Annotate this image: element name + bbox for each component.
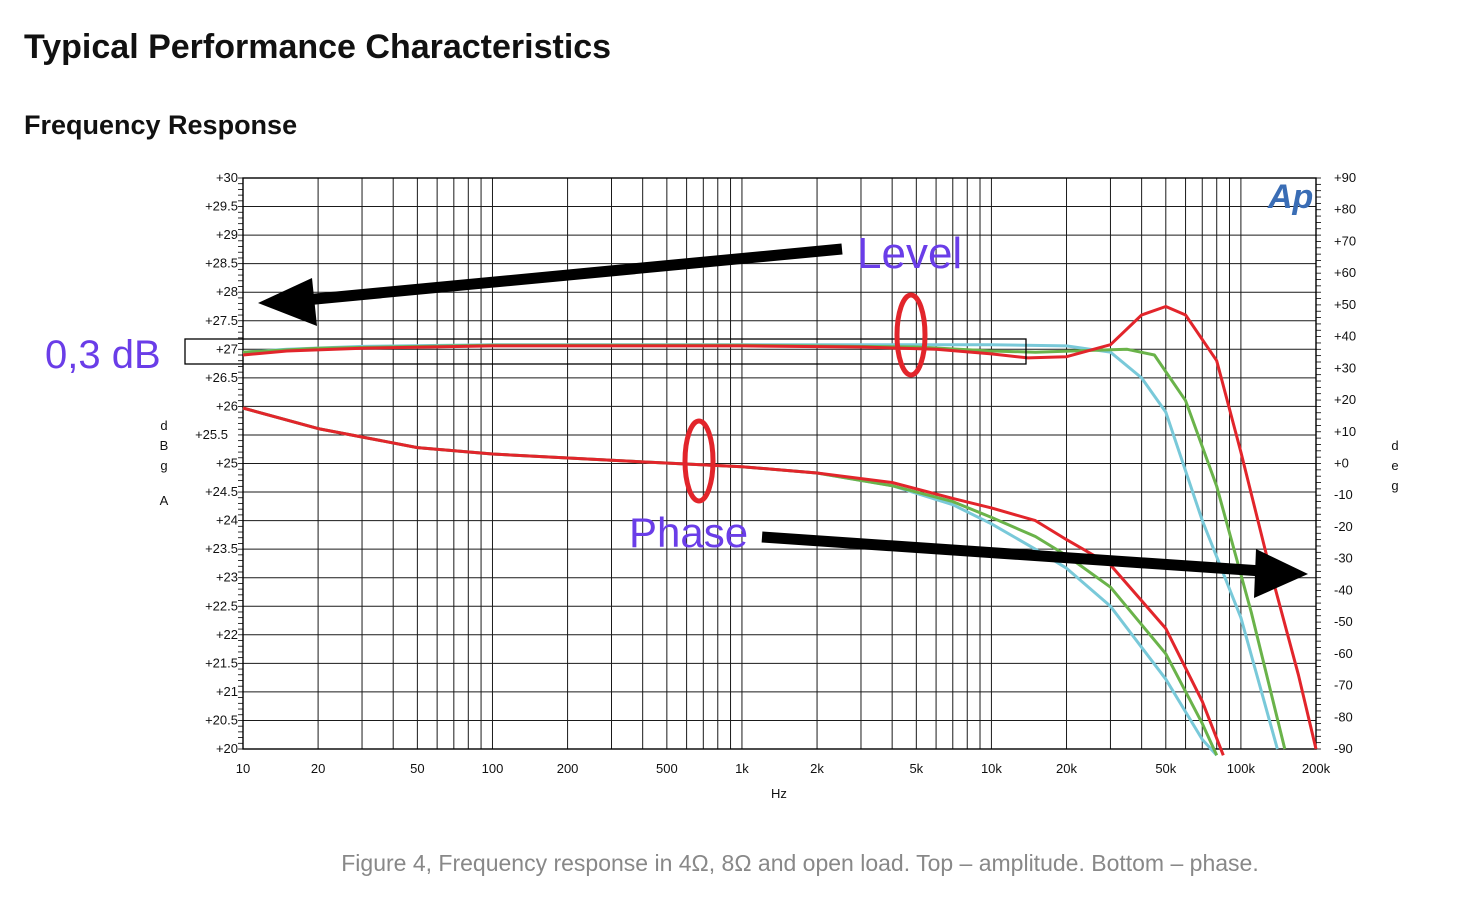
section-title: Typical Performance Characteristics (24, 28, 612, 66)
y-tick-label-right: +60 (1334, 265, 1356, 280)
y-tick-label-right: +10 (1334, 424, 1356, 439)
y-tick-label-left: +21 (216, 684, 238, 699)
y-tick-label-right: +70 (1334, 233, 1356, 248)
y-tick-label-left: +29 (216, 227, 238, 242)
y-tick-label-left: +27 (216, 341, 238, 356)
level-marker-ellipse (894, 292, 928, 378)
y-tick-label-left: +20 (216, 741, 238, 756)
y-tick-label-left: +23.5 (205, 541, 238, 556)
y-tick-label-left: +28 (216, 284, 238, 299)
phase-curve-green (242, 406, 1219, 756)
tolerance-band-box (184, 338, 1027, 365)
x-tick-label: 10k (981, 761, 1002, 776)
y-tick-label-right: +80 (1334, 202, 1356, 217)
y-tick-label-left: +22.5 (205, 598, 238, 613)
x-tick-label: 50k (1155, 761, 1176, 776)
x-axis-ticks: 10 20 50 100 200 500 1k 2k 5k 10k 20k 50k 100k 200k (236, 761, 1331, 776)
level-curve-red (242, 305, 1318, 750)
y-tick-label-left: +25.5 (195, 427, 228, 442)
y-axis-label-letter: A (160, 493, 169, 508)
y-tick-label-left: +28.5 (205, 256, 238, 271)
level-curve-cyan (242, 343, 1279, 750)
phase-arrow-head (1254, 549, 1308, 598)
y-axis-label-letter-right: d (1391, 438, 1398, 453)
x-tick-label: 2k (810, 761, 824, 776)
y-axis-label-letter: g (160, 458, 167, 473)
y-tick-label-left: +26.5 (205, 370, 238, 385)
level-curve-green (242, 343, 1287, 750)
y-tick-label-left: +22 (216, 627, 238, 642)
y-tick-label-left: +23 (216, 570, 238, 585)
y-tick-label-right: +30 (1334, 360, 1356, 375)
x-tick-label: 10 (236, 761, 250, 776)
y-tick-label-right: +20 (1334, 392, 1356, 407)
y-tick-label-right: -70 (1334, 678, 1353, 693)
y-axis-label-left: dBg A (160, 418, 169, 508)
level-arrow-head (258, 278, 317, 326)
y-tick-label-right: +50 (1334, 297, 1356, 312)
tolerance-band-annotation: 0,3 dB (45, 333, 161, 377)
x-tick-label: 20k (1056, 761, 1077, 776)
y-tick-label-left: +30 (216, 170, 238, 185)
x-tick-label: 200 (557, 761, 579, 776)
y-tick-label-left: +25 (216, 456, 238, 471)
x-tick-label: 1k (735, 761, 749, 776)
y-tick-label-right: -30 (1334, 551, 1353, 566)
left-axis-ticks: +30 +29.5 +29 +28.5 +28 +27.5 +27 +26.5 +26 +25.5… (195, 170, 243, 756)
y-tick-label-right: -20 (1334, 519, 1353, 534)
x-tick-label: 5k (909, 761, 923, 776)
level-curves (242, 305, 1318, 750)
y-axis-label-letter-right: e (1391, 458, 1398, 473)
y-tick-label-right: +90 (1334, 170, 1356, 185)
right-axis-ticks: +90 +80 +70 +60 +50 +40 +30 +20 +10 +0 -10 -20 -30 -4… (1316, 170, 1356, 756)
y-tick-label-right: -80 (1334, 709, 1353, 724)
y-axis-label-letter: B (160, 438, 169, 453)
y-tick-label-right: +0 (1334, 456, 1349, 471)
phase-annotation: Phase (629, 509, 748, 556)
y-axis-label-right: deg (1391, 438, 1398, 493)
x-tick-label: 500 (656, 761, 678, 776)
y-axis-label-letter-right: g (1391, 478, 1398, 493)
chart-subtitle: Frequency Response (24, 110, 298, 140)
y-tick-label-right: -40 (1334, 582, 1353, 597)
y-tick-label-left: +20.5 (205, 712, 238, 727)
phase-curve-red (242, 406, 1225, 756)
x-tick-label: 100 (482, 761, 504, 776)
x-tick-label: 20 (311, 761, 325, 776)
y-tick-label-right: -10 (1334, 487, 1353, 502)
y-tick-label-right: +40 (1334, 329, 1356, 344)
x-tick-label: 200k (1302, 761, 1331, 776)
audio-precision-logo: Ap (1267, 178, 1313, 216)
y-tick-label-right: -60 (1334, 646, 1353, 661)
y-tick-label-left: +27.5 (205, 313, 238, 328)
x-tick-label: 50 (410, 761, 424, 776)
y-tick-label-left: +26 (216, 398, 238, 413)
figure-caption: Figure 4, Frequency response in 4Ω, 8Ω a… (341, 850, 1259, 876)
y-tick-label-left: +29.5 (205, 199, 238, 214)
x-tick-label: 100k (1227, 761, 1256, 776)
level-annotation: Level (857, 229, 962, 278)
y-tick-label-left: +21.5 (205, 655, 238, 670)
y-tick-label-right: -90 (1334, 741, 1353, 756)
phase-curve-cyan (242, 406, 1218, 757)
y-tick-label-right: -50 (1334, 614, 1353, 629)
y-tick-label-left: +24.5 (205, 484, 238, 499)
phase-arrow-shaft (761, 531, 1263, 577)
phase-curves (242, 406, 1225, 757)
y-tick-label-left: +24 (216, 513, 238, 528)
level-arrow-shaft (304, 243, 843, 306)
phase-marker-ellipse (682, 418, 716, 504)
x-axis-label: Hz (771, 786, 787, 801)
y-axis-label-letter: d (160, 418, 167, 433)
